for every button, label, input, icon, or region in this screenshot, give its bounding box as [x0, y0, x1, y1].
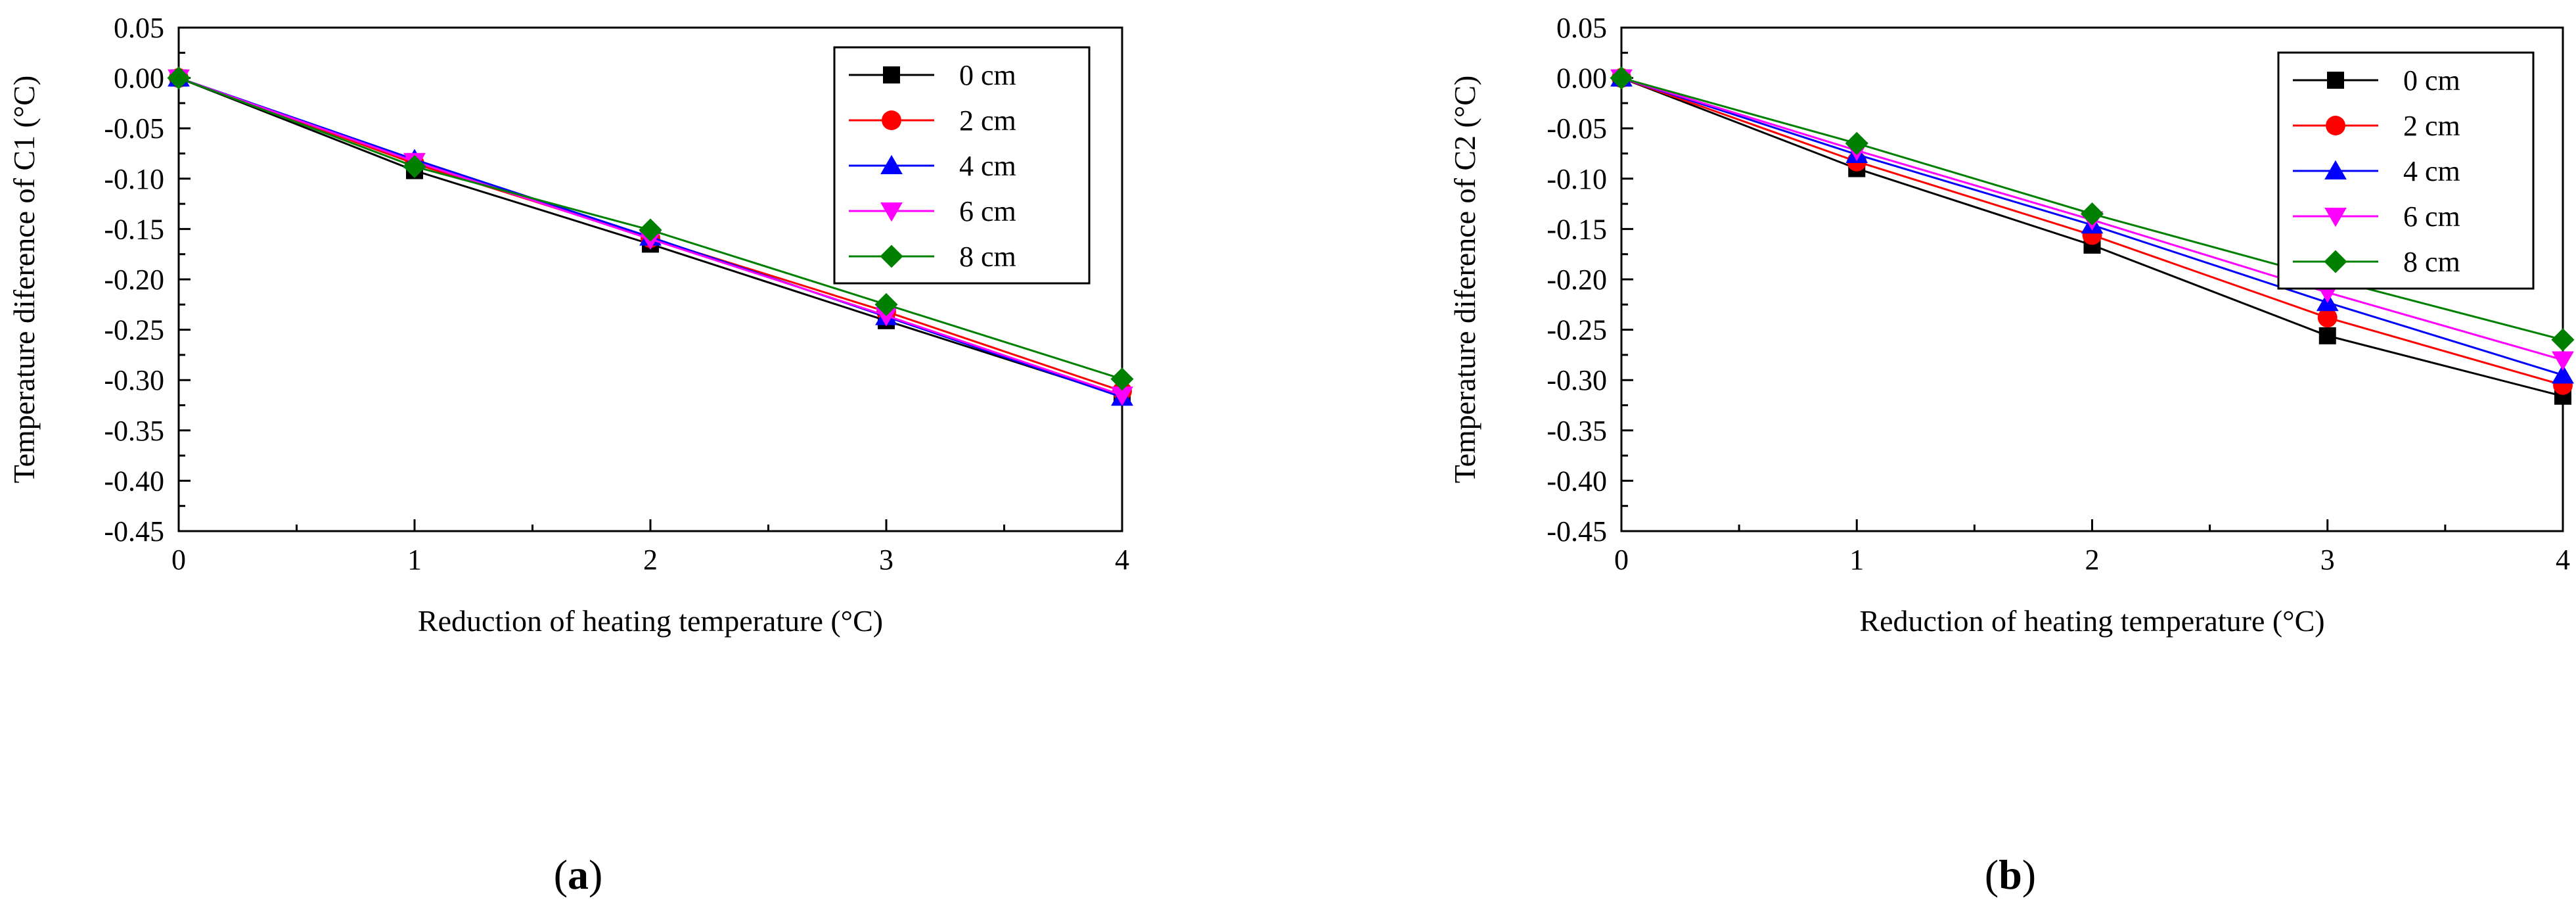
- y-tick-label: -0.40: [104, 465, 164, 497]
- data-point: [403, 154, 426, 178]
- legend-item: 8 cm: [849, 241, 1016, 273]
- legend: 0 cm 2 cm 4 cm 6 cm 8 cm: [833, 46, 1091, 285]
- x-tick-label: 2: [2085, 544, 2100, 576]
- y-tick-label: -0.45: [104, 515, 164, 548]
- data-point: [2552, 364, 2574, 384]
- y-tick-label: 0.00: [1556, 62, 1607, 95]
- y-tick-label: -0.05: [1547, 112, 1607, 145]
- panel-caption: (a): [554, 851, 603, 898]
- caption-close: ): [589, 851, 602, 898]
- y-tick-label: -0.35: [104, 415, 164, 447]
- y-tick-label: 0.05: [114, 12, 164, 44]
- legend-label: 6 cm: [959, 195, 1016, 227]
- legend-marker: [880, 154, 903, 174]
- chart-panel-a: 0 1 2 3 4 0.05 0.00 -0.05 -0.10 -0.15 -0.20 -0.25 -0…: [7, 12, 1134, 898]
- y-tick-label: -0.20: [1547, 264, 1607, 296]
- y-tick-label: -0.15: [104, 213, 164, 245]
- data-point: [2551, 328, 2575, 352]
- x-tick-label: 3: [879, 544, 893, 576]
- y-tick-label: -0.40: [1547, 465, 1607, 497]
- data-point: [875, 307, 897, 327]
- legend-marker: [882, 110, 901, 130]
- y-tick-label: -0.15: [1547, 213, 1607, 245]
- legend-item: 6 cm: [849, 195, 1016, 227]
- legend-label: 8 cm: [2403, 246, 2460, 278]
- x-tick-label: 1: [407, 544, 422, 576]
- legend-label: 4 cm: [959, 150, 1016, 182]
- legend-marker: [2326, 116, 2345, 135]
- x-axis-label: Reduction of heating temperature (°C): [418, 604, 883, 638]
- caption-open: (: [1985, 851, 1999, 898]
- x-tick-label: 3: [2320, 544, 2335, 576]
- y-tick-label: -0.25: [104, 314, 164, 346]
- data-point: [2552, 351, 2574, 371]
- data-point: [639, 218, 662, 242]
- legend-item: 4 cm: [849, 150, 1016, 182]
- x-tick-label: 0: [171, 544, 186, 576]
- legend-label: 6 cm: [2403, 200, 2460, 233]
- series-8-cm: [167, 66, 1134, 391]
- data-point: [1110, 367, 1134, 391]
- legend: 0 cm 2 cm 4 cm 6 cm 8 cm: [2277, 51, 2535, 290]
- legend-item: 6 cm: [2293, 200, 2460, 233]
- y-tick-label: -0.45: [1547, 515, 1607, 548]
- x-tick-label: 4: [1115, 544, 1129, 576]
- legend-item: 8 cm: [2293, 246, 2460, 278]
- data-point: [2317, 308, 2338, 328]
- legend-label: 0 cm: [2403, 64, 2460, 97]
- legend-label: 2 cm: [959, 105, 1016, 137]
- data-point: [167, 66, 191, 90]
- legend-item: 2 cm: [2293, 110, 2460, 142]
- legend-item: 2 cm: [849, 105, 1016, 137]
- legend-marker: [883, 66, 900, 83]
- y-tick-label: -0.05: [104, 112, 164, 145]
- y-tick-label: -0.30: [1547, 364, 1607, 396]
- legend-marker: [2324, 160, 2347, 179]
- x-tick-label: 0: [1614, 544, 1629, 576]
- legend-marker: [880, 202, 903, 222]
- caption-open: (: [554, 851, 568, 898]
- data-point: [2080, 202, 2104, 225]
- data-point: [1845, 131, 1868, 155]
- y-axis-label: Temperature diference of C1 (°C): [7, 76, 41, 484]
- y-tick-label: -0.30: [104, 364, 164, 396]
- legend-marker: [2324, 250, 2347, 273]
- panel-caption: (b): [1985, 851, 2036, 898]
- legend-marker: [2324, 208, 2347, 227]
- x-axis-label: Reduction of heating temperature (°C): [1859, 604, 2324, 638]
- x-tick-label: 4: [2556, 544, 2570, 576]
- y-tick-label: 0.05: [1556, 12, 1607, 44]
- caption-close: ): [2022, 851, 2036, 898]
- y-tick-label: -0.10: [1547, 163, 1607, 195]
- legend-label: 8 cm: [959, 241, 1016, 273]
- legend-item: 0 cm: [2293, 64, 2460, 97]
- caption-letter: a: [568, 851, 589, 898]
- y-axis-label: Temperature diference of C2 (°C): [1448, 76, 1481, 484]
- legend-marker: [2327, 72, 2344, 89]
- legend-item: 4 cm: [2293, 155, 2460, 187]
- y-tick-label: -0.10: [104, 163, 164, 195]
- caption-letter: b: [1999, 851, 2022, 898]
- chart-panel-b: 0 1 2 3 4 0.05 0.00 -0.05 -0.10 -0.15 -0.20 -0.25 -0…: [1448, 12, 2575, 898]
- y-tick-label: -0.35: [1547, 415, 1607, 447]
- y-tick-label: -0.25: [1547, 314, 1607, 346]
- legend-label: 2 cm: [2403, 110, 2460, 142]
- x-tick-label: 1: [1849, 544, 1864, 576]
- data-point: [2318, 327, 2336, 344]
- x-tick-label: 2: [643, 544, 658, 576]
- legend-label: 0 cm: [959, 59, 1016, 91]
- legend-marker: [880, 245, 903, 268]
- data-point: [874, 293, 898, 316]
- data-point: [1111, 387, 1133, 406]
- legend-item: 0 cm: [849, 59, 1016, 91]
- data-point: [1610, 66, 1633, 90]
- y-tick-label: 0.00: [114, 62, 164, 95]
- legend-label: 4 cm: [2403, 155, 2460, 187]
- y-tick-label: -0.20: [104, 264, 164, 296]
